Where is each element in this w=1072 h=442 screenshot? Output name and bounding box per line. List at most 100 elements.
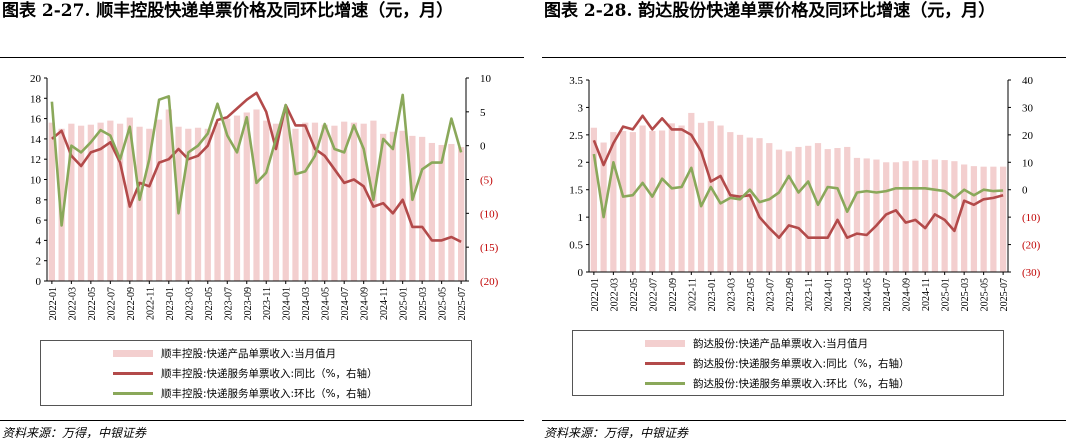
left-tick-label: 12	[30, 154, 41, 166]
legend-label: 顺丰控股:快递服务单票收入:同比（%，右轴）	[161, 367, 378, 380]
left-tick-label: 2	[36, 256, 42, 268]
bar	[419, 136, 426, 281]
panel-sf: 图表 2-27. 顺丰控股快递单票价格及同环比增速（元，月） 0 2 4 6 8 10 12…	[0, 0, 528, 442]
bar	[136, 126, 143, 281]
x-tick-label: 2023-01	[707, 278, 718, 311]
x-tick-label: 2023-05	[746, 278, 757, 311]
legend-label: 韵达股份:快递服务单票收入:同比（%，右轴）	[693, 357, 910, 370]
legend-item-yoy: 韵达股份:快递服务单票收入:同比（%，右轴）	[645, 355, 910, 371]
x-tick-label: 2024-07	[340, 287, 351, 320]
bar	[331, 125, 338, 281]
bar	[951, 161, 958, 272]
bar	[1000, 166, 1007, 272]
bar	[629, 132, 636, 272]
right-tick-label: (10)	[1022, 212, 1041, 224]
bar	[311, 122, 319, 281]
source-rule	[0, 420, 524, 421]
panel-yunda: 图表 2-28. 韵达股份快递单票价格及同环比增速（元，月） 0 0.5 1 1.5 2…	[542, 0, 1070, 442]
legend-swatch-bar	[113, 349, 153, 357]
right-tick-label: 0	[480, 141, 486, 153]
bar	[619, 131, 627, 272]
bar	[243, 112, 250, 281]
right-tick-label: (10)	[480, 208, 499, 220]
x-tick-label: 2024-01	[824, 278, 835, 311]
bar	[321, 124, 328, 281]
bar	[775, 149, 783, 272]
bar	[272, 123, 280, 281]
bar	[824, 149, 831, 272]
x-tick-label: 2023-03	[184, 287, 195, 320]
bar	[185, 128, 192, 281]
bar	[863, 158, 870, 272]
bar	[360, 123, 367, 281]
x-tick-label: 2024-11	[921, 278, 932, 311]
bar	[658, 130, 666, 272]
x-tick-label: 2023-01	[165, 287, 176, 320]
source-note: 资料来源：万得，中银证券	[2, 426, 147, 440]
left-tick-label: 0.5	[569, 240, 583, 252]
x-tick-label: 2025-05	[438, 287, 449, 320]
bar	[214, 122, 221, 281]
right-tick-label: 10	[1022, 157, 1034, 169]
left-tick-label: 2	[578, 157, 584, 169]
legend-swatch-bar	[645, 339, 685, 347]
bar	[116, 123, 124, 281]
x-tick-label: 2024-09	[902, 278, 913, 311]
bar	[902, 161, 909, 272]
bar	[970, 166, 978, 272]
bar	[155, 119, 163, 281]
bar	[77, 125, 85, 281]
bar	[814, 143, 822, 272]
x-tick-label: 2022-01	[590, 278, 601, 311]
right-tick-label: (20)	[480, 276, 499, 288]
source-note: 资料来源：万得，中银证券	[544, 426, 689, 440]
right-tick-label: (30)	[1022, 267, 1041, 279]
x-tick-label: 2023-09	[243, 287, 254, 320]
bar	[341, 121, 348, 281]
bar	[853, 157, 861, 272]
sf-chart: 0 2 4 6 8 10 12 14 16 18 20 10 5 0 (5) (10) (15) (20) 2022…	[30, 73, 499, 320]
left-tick-label: 4	[36, 235, 42, 247]
x-tick-label: 2022-11	[687, 278, 698, 311]
yoy-line	[592, 114, 1004, 239]
bar	[873, 159, 880, 272]
x-tick-label: 2024-09	[360, 287, 371, 320]
legend-item-bar: 韵达股份:快递产品单票收入:当月值月	[645, 335, 868, 351]
bar	[668, 123, 675, 272]
bar	[194, 127, 202, 281]
bar	[717, 125, 724, 272]
bar	[980, 166, 987, 272]
legend-swatch-yoy	[645, 361, 685, 365]
left-tick-label: 10	[30, 175, 42, 187]
right-tick-label: 10	[480, 73, 492, 85]
chart-legend: 韵达股份:快递产品单票收入:当月值月 韵达股份:快递服务单票收入:同比（%，右轴…	[572, 330, 1004, 396]
left-tick-label: 0	[578, 267, 584, 279]
legend-item-yoy: 顺丰控股:快递服务单票收入:同比（%，右轴）	[113, 365, 378, 381]
legend-label: 韵达股份:快递产品单票收入:当月值月	[693, 337, 869, 350]
bar	[883, 162, 890, 272]
bar	[707, 121, 714, 272]
bar	[107, 120, 114, 281]
bar	[610, 132, 617, 272]
legend-item-mom: 韵达股份:快递服务单票收入:环比（%，右轴）	[645, 375, 910, 391]
x-tick-label: 2022-11	[145, 287, 156, 320]
x-tick-label: 2025-07	[999, 278, 1010, 311]
left-tick-label: 3.5	[569, 75, 583, 87]
legend-label: 韵达股份:快递服务单票收入:环比（%，右轴）	[693, 377, 910, 390]
legend-label: 顺丰控股:快递产品单票收入:当月值月	[161, 347, 337, 360]
x-tick-label: 2022-07	[106, 287, 117, 320]
yunda-chart: 0 0.5 1 1.5 2 2.5 3 3.5 40 30 20 10 0 (10) (20) (30) 202…	[569, 75, 1041, 311]
left-tick-label: 2.5	[569, 130, 583, 142]
left-tick-label: 14	[30, 134, 42, 146]
bar	[785, 151, 792, 272]
bar	[48, 122, 55, 281]
x-tick-label: 2022-03	[67, 287, 78, 320]
x-tick-label: 2024-03	[843, 278, 854, 311]
bar	[165, 109, 172, 281]
legend-swatch-mom	[645, 381, 685, 385]
chart-title: 图表 2-27. 顺丰控股快递单票价格及同环比增速（元，月）	[2, 1, 454, 21]
right-tick-label: 5	[480, 107, 486, 119]
bar	[97, 122, 104, 281]
bar	[263, 120, 270, 281]
yoy-line	[51, 91, 462, 243]
